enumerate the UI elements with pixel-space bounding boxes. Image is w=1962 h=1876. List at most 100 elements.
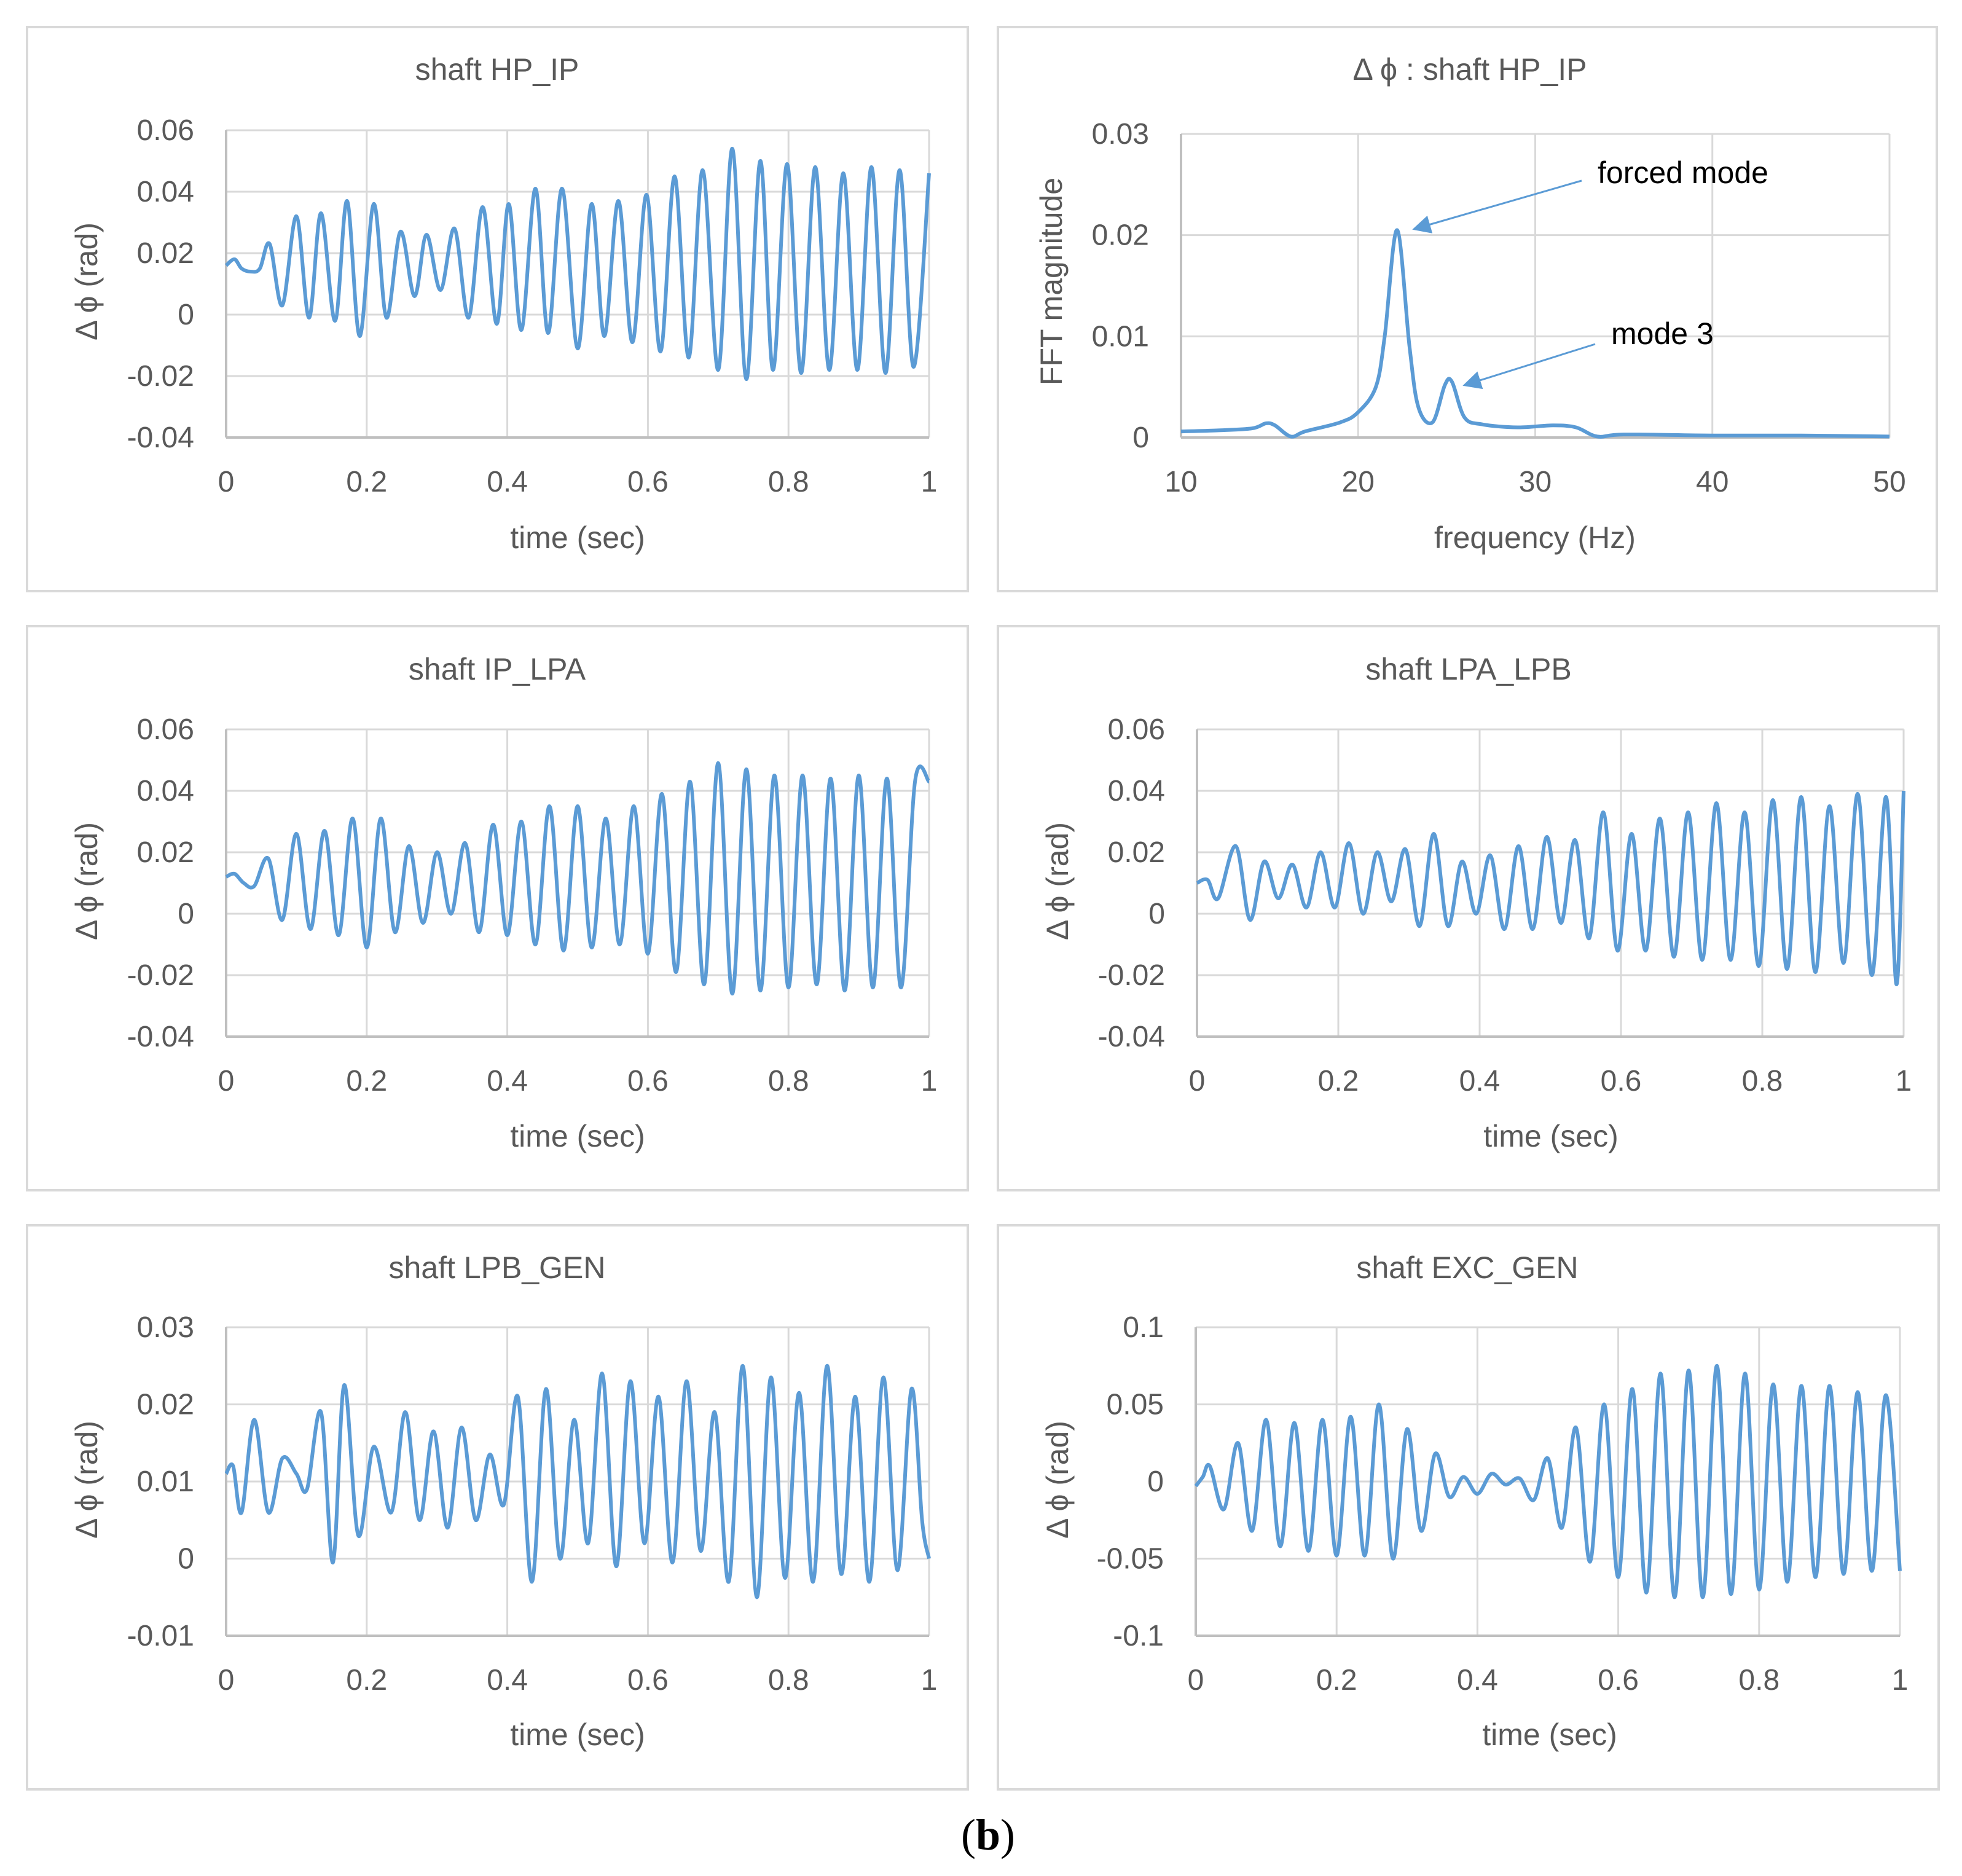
chart-title: shaft LPA_LPB [1365, 652, 1571, 686]
y-tick-label: 0.04 [137, 775, 194, 807]
y-tick-label: 0.06 [137, 713, 194, 746]
x-tick-label: 0.2 [346, 466, 387, 498]
y-tick-label: 0.02 [137, 1389, 194, 1421]
x-tick-label: 40 [1696, 466, 1729, 498]
x-tick-label: 0.8 [768, 466, 809, 498]
y-tick-label: -0.01 [127, 1620, 194, 1652]
y-tick-label: -0.1 [1113, 1620, 1164, 1652]
y-axis-label: Δ ϕ (rad) [69, 822, 104, 940]
grid [1180, 133, 1891, 439]
caption-letter: b [976, 1810, 1000, 1859]
x-tick-label: 20 [1342, 466, 1375, 498]
caption-close-paren: ) [1000, 1810, 1015, 1859]
y-axis-label: Δ ϕ (rad) [69, 222, 104, 340]
y-tick-label: 0.02 [137, 836, 194, 869]
x-tick-label: 0.8 [768, 1664, 809, 1697]
chart-title: Δ ϕ : shaft HP_IP [1352, 52, 1587, 87]
y-tick-label: 0.05 [1107, 1389, 1164, 1421]
y-tick-label: -0.04 [127, 422, 194, 454]
y-tick-label: 0.03 [1092, 118, 1149, 151]
x-tick-label: 0.8 [1738, 1664, 1780, 1697]
y-tick-labels: -0.04 -0.02 0 0.02 0.04 0.06 [1098, 713, 1165, 1053]
x-tick-label: 0 [1189, 1065, 1206, 1097]
x-tick-label: 1 [921, 466, 938, 498]
y-tick-label: 0 [1147, 1466, 1164, 1498]
x-axis-label: time (sec) [510, 1717, 645, 1752]
x-axis-label: time (sec) [510, 520, 645, 555]
x-tick-label: 1 [1892, 1664, 1909, 1697]
x-tick-label: 0.2 [1316, 1664, 1357, 1697]
y-tick-label: 0 [1148, 898, 1165, 930]
y-tick-label: 0.06 [1108, 713, 1165, 746]
x-tick-label: 0.4 [1459, 1065, 1501, 1097]
x-tick-label: 0.2 [346, 1065, 387, 1097]
y-tick-label: 0 [178, 898, 194, 930]
y-tick-label: 0.01 [1092, 320, 1149, 353]
annotation-arrow [1462, 343, 1596, 390]
annotation-forced-mode: forced mode [1412, 155, 1768, 234]
series-line [1194, 1364, 1902, 1599]
annotation-arrow [1412, 179, 1582, 234]
caption-open-paren: ( [961, 1810, 976, 1859]
x-tick-labels: 0 0.2 0.4 0.6 0.8 1 [1189, 1065, 1912, 1097]
axes [1195, 1327, 1900, 1637]
y-tick-labels: -0.04 -0.02 0 0.02 0.04 0.06 [127, 713, 194, 1053]
panel-shaft-ip-lpa: shaft IP_LPA -0.04 -0.02 0 0.02 0.04 0.06 0 0.… [26, 625, 969, 1191]
y-tick-label: 0.01 [137, 1466, 194, 1498]
x-axis-label: time (sec) [1483, 1119, 1618, 1153]
series-line [1180, 228, 1890, 439]
panel-shaft-hp-ip: shaft HP_IP -0.04 -0.02 0 0.02 0.04 0.06 0 0.2… [26, 26, 969, 592]
y-tick-labels: -0.01 0 0.01 0.02 0.03 [127, 1311, 194, 1652]
x-tick-label: 0 [1188, 1664, 1204, 1697]
panel-fft-hp-ip: Δ ϕ : shaft HP_IP 0 0.01 0.02 0.03 10 20 30 40… [997, 26, 1938, 592]
x-tick-label: 0.6 [1598, 1664, 1639, 1697]
x-tick-labels: 0 0.2 0.4 0.6 0.8 1 [1188, 1664, 1909, 1697]
x-tick-label: 1 [921, 1065, 938, 1097]
panel-frame [997, 1224, 1940, 1791]
y-tick-label: 0.1 [1123, 1311, 1164, 1344]
y-tick-label: 0.02 [137, 237, 194, 270]
y-tick-labels: -0.04 -0.02 0 0.02 0.04 0.06 [127, 114, 194, 454]
series-line [225, 761, 931, 996]
x-tick-label: 30 [1519, 466, 1552, 498]
x-tick-label: 10 [1164, 466, 1197, 498]
panel-frame [997, 625, 1940, 1191]
chart-title: shaft EXC_GEN [1356, 1250, 1578, 1285]
x-tick-label: 0.8 [1742, 1065, 1783, 1097]
annotation-label: mode 3 [1611, 316, 1714, 351]
x-tick-label: 0 [218, 1664, 235, 1697]
panel-shaft-lpb-gen: shaft LPB_GEN -0.01 0 0.01 0.02 0.03 0 0.2 0.4… [26, 1224, 969, 1791]
panel-frame [997, 26, 1938, 592]
y-tick-label: 0.06 [137, 114, 194, 147]
annotation-label: forced mode [1598, 155, 1768, 190]
y-axis-label: Δ ϕ (rad) [1040, 822, 1075, 940]
chart-title: shaft HP_IP [415, 52, 579, 87]
x-tick-label: 0.8 [768, 1065, 809, 1097]
y-tick-label: -0.04 [1098, 1021, 1165, 1053]
y-tick-label: 0 [178, 299, 194, 331]
annotation-mode-3: mode 3 [1462, 316, 1714, 390]
series-line [1196, 790, 1905, 987]
x-tick-label: 0.6 [627, 466, 669, 498]
y-tick-label: 0.04 [137, 176, 194, 208]
y-tick-label: -0.02 [1098, 959, 1165, 992]
x-tick-label: 1 [1896, 1065, 1912, 1097]
series-line [224, 1364, 931, 1599]
x-tick-label: 0.4 [487, 1664, 528, 1697]
x-axis-label: time (sec) [510, 1119, 645, 1153]
y-tick-label: -0.02 [127, 360, 194, 393]
y-axis-label: Δ ϕ (rad) [1040, 1421, 1075, 1539]
x-tick-label: 0 [218, 466, 235, 498]
x-tick-label: 0.2 [346, 1664, 387, 1697]
panel-frame [26, 625, 969, 1191]
y-tick-label: -0.02 [127, 959, 194, 992]
chart-title: shaft IP_LPA [409, 652, 586, 686]
x-tick-label: 0.4 [1457, 1664, 1498, 1697]
x-tick-labels: 0 0.2 0.4 0.6 0.8 1 [218, 466, 938, 498]
x-tick-labels: 10 20 30 40 50 [1164, 466, 1905, 498]
figure-caption: (b) [961, 1810, 1015, 1859]
axes [225, 1327, 929, 1637]
